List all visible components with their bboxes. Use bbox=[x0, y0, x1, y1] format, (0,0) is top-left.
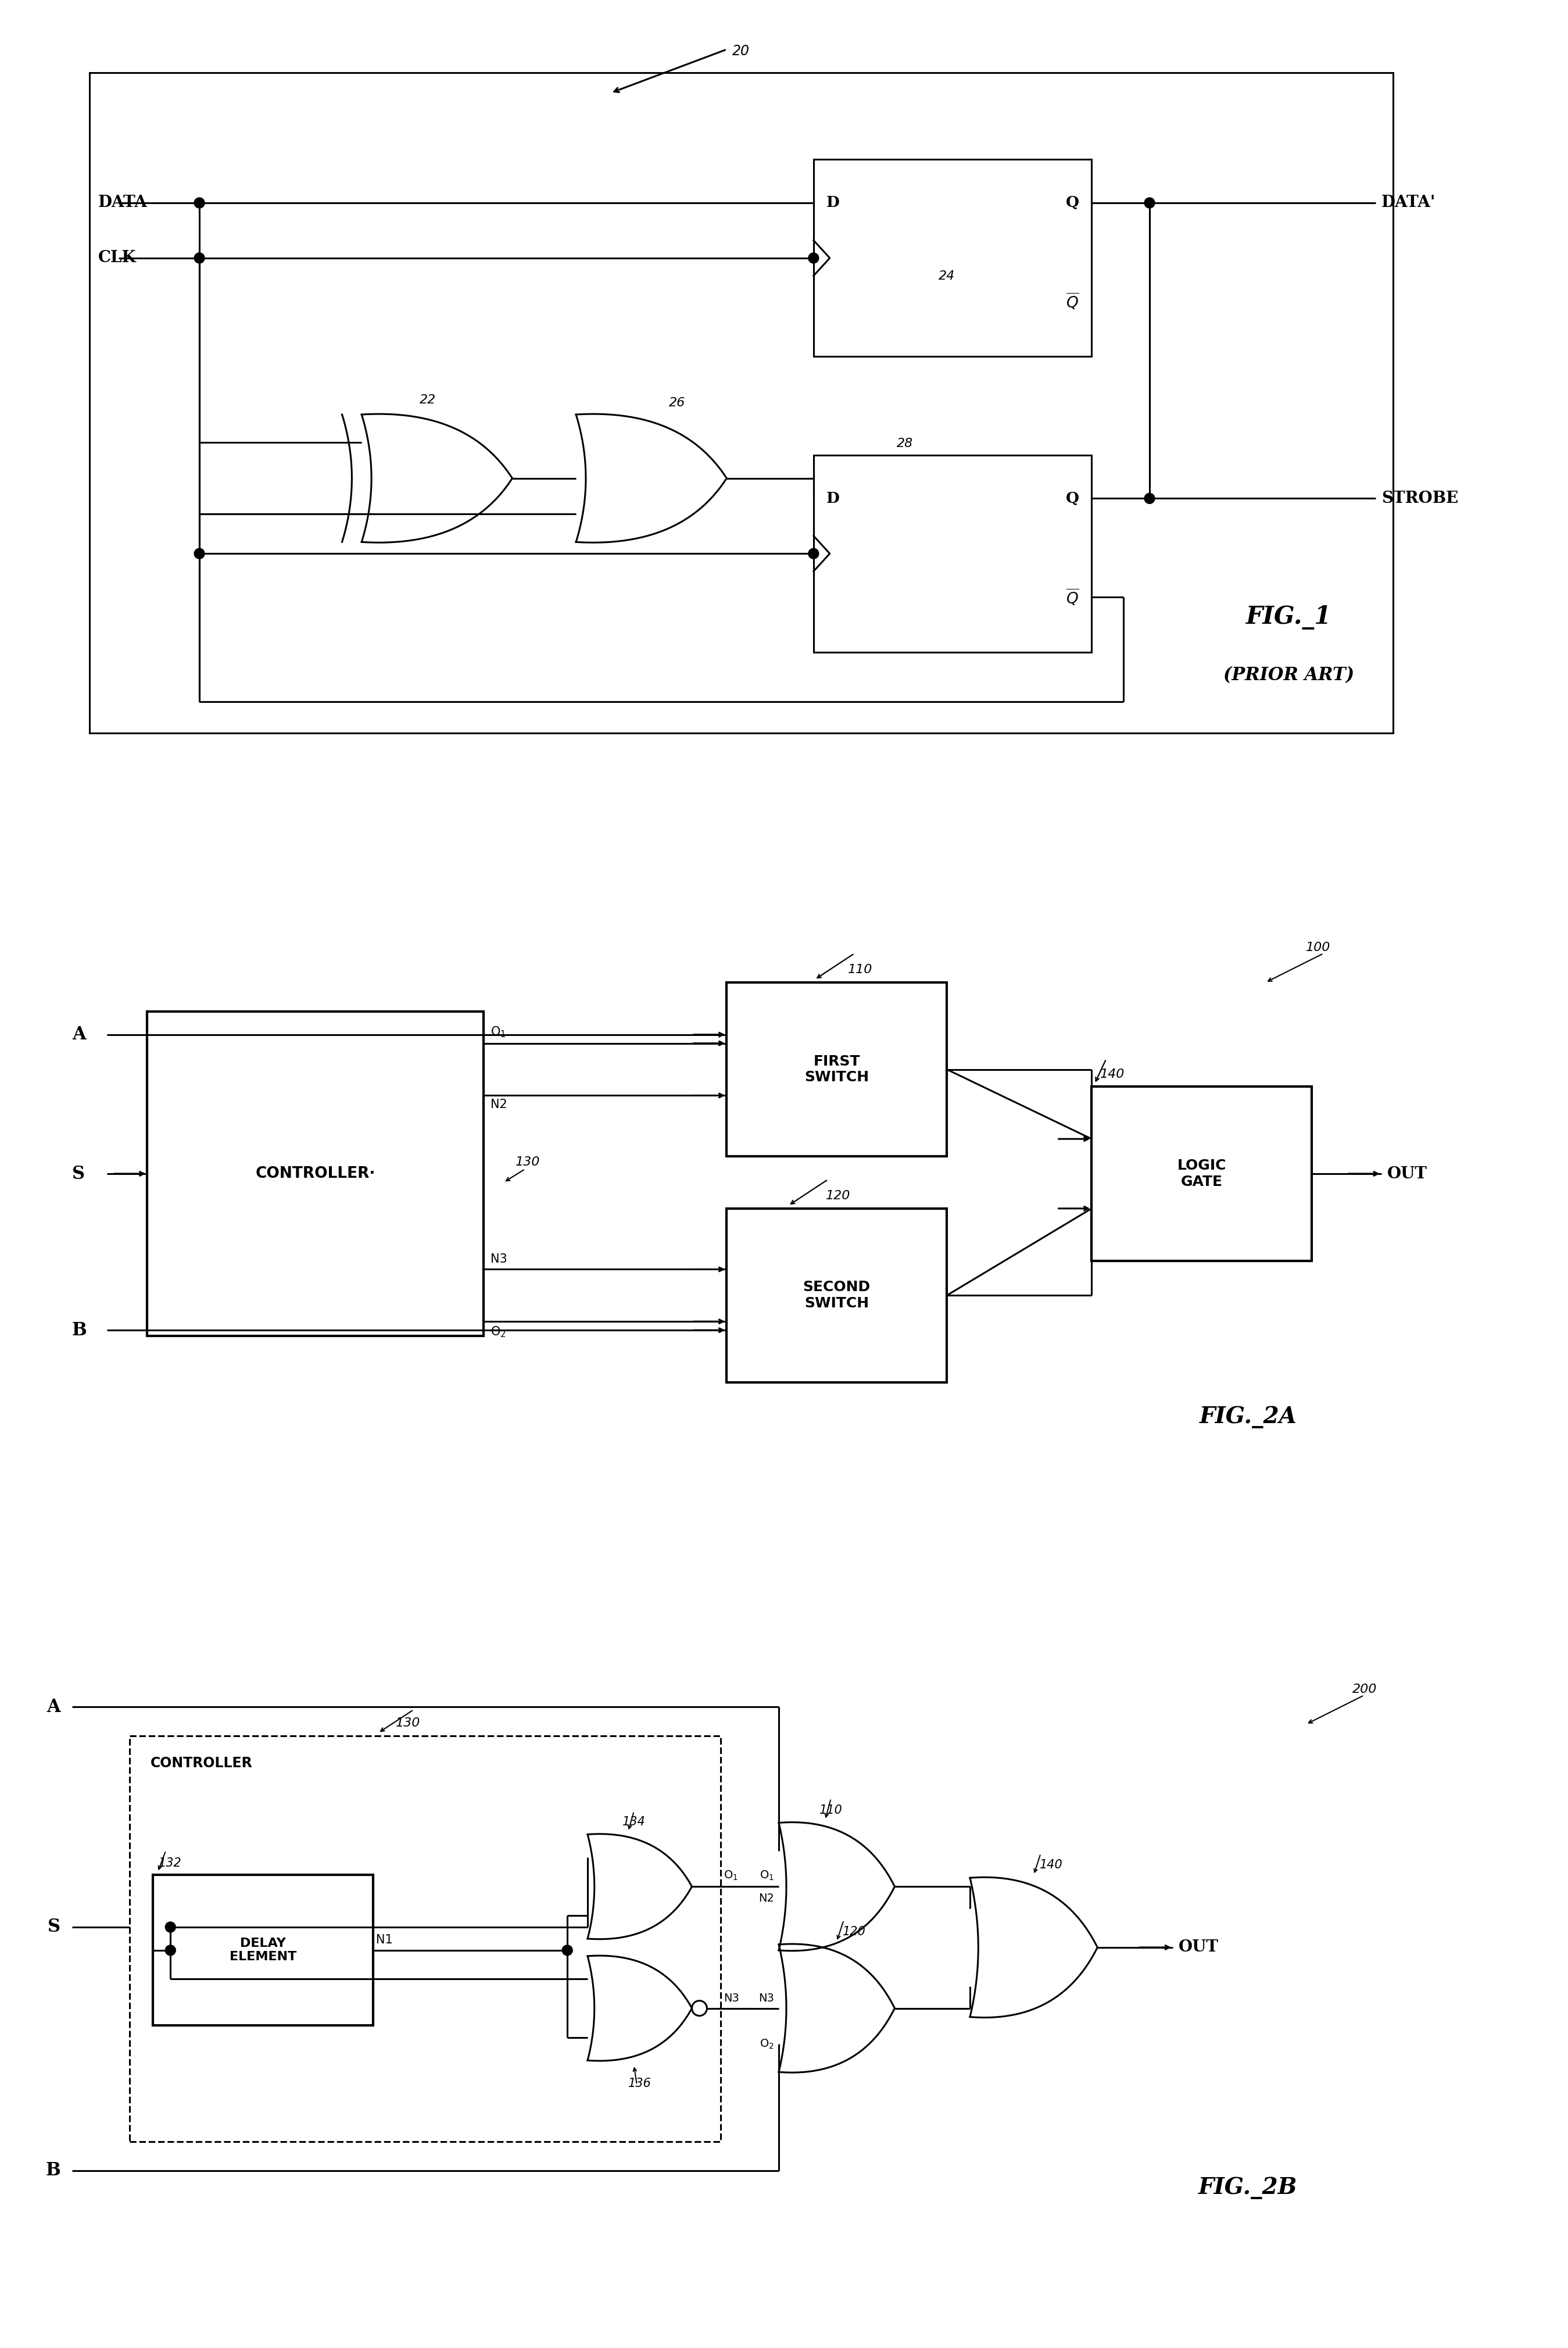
Text: 100: 100 bbox=[1306, 942, 1331, 953]
Text: 134: 134 bbox=[622, 1815, 646, 1827]
Text: N3: N3 bbox=[491, 1254, 506, 1266]
Text: B: B bbox=[45, 2163, 60, 2179]
Text: O$_1$: O$_1$ bbox=[724, 1869, 739, 1881]
Text: N3: N3 bbox=[759, 1993, 775, 2003]
Circle shape bbox=[1145, 197, 1154, 209]
Bar bbox=[726, 1209, 947, 1383]
Text: Q: Q bbox=[1066, 195, 1079, 209]
Bar bbox=[147, 1012, 483, 1336]
Text: DATA': DATA' bbox=[1381, 195, 1436, 211]
Text: N2: N2 bbox=[759, 1892, 775, 1904]
Text: 140: 140 bbox=[1040, 1860, 1063, 1871]
Text: DATA: DATA bbox=[99, 195, 147, 211]
Text: 130: 130 bbox=[395, 1716, 420, 1728]
Circle shape bbox=[165, 1944, 176, 1956]
Bar bbox=[154, 1876, 373, 2026]
Text: 24: 24 bbox=[939, 270, 955, 282]
Text: 28: 28 bbox=[897, 437, 914, 448]
Text: N1: N1 bbox=[376, 1935, 394, 1946]
Text: CONTROLLER·: CONTROLLER· bbox=[256, 1167, 375, 1181]
Text: FIG._1: FIG._1 bbox=[1247, 606, 1331, 629]
Text: OUT: OUT bbox=[1388, 1167, 1427, 1181]
Text: FIG._2A: FIG._2A bbox=[1200, 1406, 1297, 1428]
Text: SECOND
SWITCH: SECOND SWITCH bbox=[803, 1280, 870, 1310]
Circle shape bbox=[194, 254, 204, 263]
Text: 20: 20 bbox=[732, 45, 750, 59]
Text: 110: 110 bbox=[820, 1803, 842, 1815]
Text: 136: 136 bbox=[629, 2078, 651, 2090]
Text: A: A bbox=[72, 1026, 86, 1043]
Circle shape bbox=[561, 1944, 572, 1956]
Text: O$_1$: O$_1$ bbox=[759, 1869, 775, 1881]
Text: D: D bbox=[826, 491, 839, 505]
Bar bbox=[130, 1735, 721, 2141]
Text: DELAY
ELEMENT: DELAY ELEMENT bbox=[229, 1937, 296, 1963]
Text: STROBE: STROBE bbox=[1381, 491, 1458, 507]
Circle shape bbox=[809, 549, 818, 559]
Bar bbox=[726, 981, 947, 1155]
Text: S: S bbox=[47, 1918, 60, 1937]
Text: S: S bbox=[72, 1165, 85, 1183]
Bar bbox=[814, 160, 1091, 357]
Text: 26: 26 bbox=[668, 397, 685, 409]
Text: $\overline{Q}$: $\overline{Q}$ bbox=[1066, 587, 1079, 606]
Text: LOGIC
GATE: LOGIC GATE bbox=[1178, 1158, 1226, 1188]
Text: D: D bbox=[826, 195, 839, 209]
Text: (PRIOR ART): (PRIOR ART) bbox=[1223, 667, 1355, 683]
Bar bbox=[89, 73, 1392, 733]
Text: 110: 110 bbox=[848, 965, 872, 974]
Text: O$_2$: O$_2$ bbox=[491, 1324, 505, 1338]
Bar bbox=[814, 456, 1091, 653]
Text: FIG._2B: FIG._2B bbox=[1198, 2177, 1298, 2200]
Text: N2: N2 bbox=[491, 1099, 506, 1111]
Text: $\overline{Q}$: $\overline{Q}$ bbox=[1066, 291, 1079, 312]
Circle shape bbox=[165, 1923, 176, 1932]
Text: 140: 140 bbox=[1101, 1068, 1124, 1080]
Text: CONTROLLER: CONTROLLER bbox=[151, 1756, 252, 1770]
Text: O$_1$: O$_1$ bbox=[491, 1026, 505, 1038]
Text: 132: 132 bbox=[158, 1857, 182, 1869]
Text: FIRST
SWITCH: FIRST SWITCH bbox=[804, 1054, 869, 1085]
Circle shape bbox=[809, 254, 818, 263]
Text: 120: 120 bbox=[842, 1925, 866, 1937]
Text: O$_2$: O$_2$ bbox=[760, 2038, 775, 2050]
Text: 120: 120 bbox=[826, 1190, 850, 1202]
Circle shape bbox=[1145, 493, 1154, 505]
Text: A: A bbox=[47, 1698, 60, 1716]
Text: N3: N3 bbox=[724, 1993, 740, 2003]
Bar bbox=[1091, 1087, 1312, 1261]
Circle shape bbox=[194, 549, 204, 559]
Text: B: B bbox=[72, 1322, 86, 1338]
Circle shape bbox=[194, 197, 204, 209]
Text: 22: 22 bbox=[420, 394, 436, 406]
Text: CLK: CLK bbox=[99, 251, 136, 265]
Text: 200: 200 bbox=[1352, 1684, 1377, 1695]
Text: OUT: OUT bbox=[1179, 1939, 1218, 1956]
Text: 130: 130 bbox=[516, 1155, 539, 1167]
Text: Q: Q bbox=[1066, 491, 1079, 505]
